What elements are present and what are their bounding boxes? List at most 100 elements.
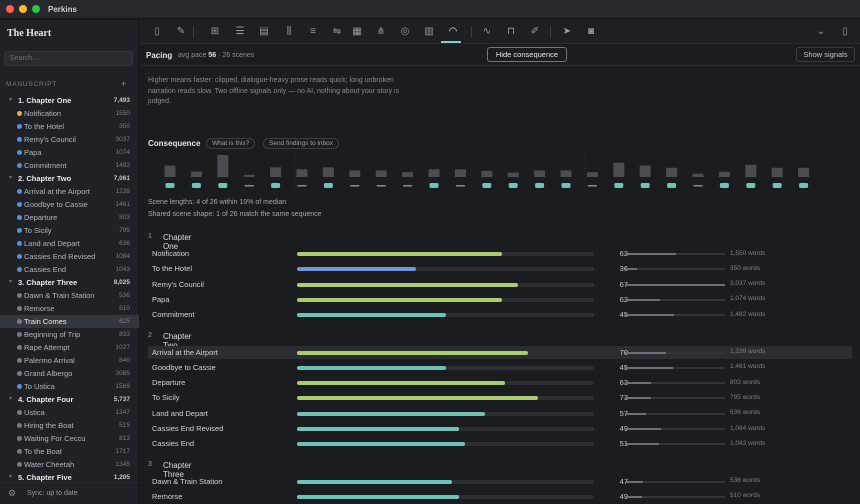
what-is-this-button[interactable]: What is this? [206, 138, 256, 149]
library-icon[interactable]: ⫼ [286, 26, 292, 37]
shape-match-marker[interactable] [271, 183, 281, 188]
scene-item[interactable]: Rape Attempt 1027 [0, 341, 139, 354]
chapter-item[interactable]: ▾ 4. Chapter Four 5,737 [0, 393, 139, 406]
scene-item[interactable]: Waiting For Ceccu 813 [0, 432, 139, 445]
scene-row[interactable]: To Sicily 73 795 words [148, 391, 852, 404]
scene-row[interactable]: Remy's Council 67 3,037 words [148, 278, 852, 291]
shape-match-marker[interactable] [165, 183, 175, 188]
shape-match-marker[interactable] [667, 183, 677, 188]
scene-row[interactable]: Cassies End 51 1,043 words [148, 437, 852, 450]
shape-match-marker[interactable] [561, 183, 571, 188]
scene-row[interactable]: Remorse 49 510 words [148, 490, 852, 503]
scene-item[interactable]: Beginning of Trip 833 [0, 328, 139, 341]
hierarchy-icon[interactable]: ⋔ [376, 26, 386, 37]
shape-match-marker[interactable] [772, 183, 782, 188]
scene-row[interactable]: Commitment 45 1,482 words [148, 308, 852, 321]
shape-match-marker[interactable] [191, 183, 201, 188]
scene-item[interactable]: Cassies End 1043 [0, 263, 139, 276]
chapter-item[interactable]: ▾ 1. Chapter One 7,493 [0, 94, 139, 107]
shape-miss-marker[interactable] [297, 185, 307, 187]
camera-icon[interactable]: ◙ [587, 26, 595, 37]
scene-item[interactable]: Notification 1550 [0, 107, 139, 120]
scene-item[interactable]: Goodbye to Cassie 1461 [0, 198, 139, 211]
scene-item[interactable]: Departure 803 [0, 211, 139, 224]
scene-item[interactable]: Remy's Council 3037 [0, 133, 139, 146]
outline-list-icon[interactable]: ☰ [235, 26, 245, 37]
scene-item[interactable]: Grand Albergo 2085 [0, 367, 139, 380]
inbox-icon[interactable]: ⊓ [507, 26, 515, 37]
shape-miss-marker[interactable] [693, 185, 703, 187]
chapter-item[interactable]: ▾ 5. Chapter Five 1,205 [0, 471, 139, 484]
shape-match-marker[interactable] [719, 183, 729, 188]
shape-match-marker[interactable] [508, 183, 518, 188]
sidebar-toggle-icon[interactable]: ▯ [154, 26, 160, 37]
scene-item[interactable]: Commitment 1482 [0, 159, 139, 172]
scene-item[interactable]: Remorse 510 [0, 302, 139, 315]
scene-item[interactable]: Cassies End Revised 1084 [0, 250, 139, 263]
hide-consequence-button[interactable]: Hide consequence [487, 47, 567, 62]
balance-icon[interactable]: ⇋ [332, 26, 342, 37]
scene-item[interactable]: To Sicily 795 [0, 224, 139, 237]
send-findings-button[interactable]: Send findings to inbox [263, 138, 339, 149]
target-icon[interactable]: ◎ [400, 26, 410, 37]
shape-match-marker[interactable] [746, 183, 756, 188]
scene-item[interactable]: Train Comes 625 [0, 315, 139, 328]
scene-row[interactable]: Notification 62 1,550 words [148, 247, 852, 260]
sidebar-search-input[interactable]: Search… [4, 51, 133, 66]
zoom-window-button[interactable] [32, 5, 40, 13]
panel-right-icon[interactable]: ▯ [842, 26, 848, 37]
shape-miss-marker[interactable] [350, 185, 360, 187]
send-icon[interactable]: ➤ [562, 26, 572, 37]
scene-item[interactable]: Dawn & Train Station 536 [0, 289, 139, 302]
scene-row[interactable]: Arrival at the Airport 70 1,239 words [148, 345, 852, 359]
shape-match-marker[interactable] [482, 183, 492, 188]
scene-item[interactable]: Palermo Arrival 840 [0, 354, 139, 367]
chevron-down-icon[interactable]: ▾ [9, 97, 13, 103]
feather-icon[interactable]: ✐ [530, 26, 540, 37]
scene-row[interactable]: Papa 62 1,074 words [148, 293, 852, 306]
scene-item[interactable]: To the Hotel 350 [0, 120, 139, 133]
shape-match-marker[interactable] [429, 183, 439, 188]
shape-match-marker[interactable] [323, 183, 333, 188]
scene-item[interactable]: Water Cheetah 1345 [0, 458, 139, 471]
scene-item[interactable]: To the Boat 1717 [0, 445, 139, 458]
scene-row[interactable]: Goodbye to Cassie 45 1,461 words [148, 361, 852, 374]
show-signals-button[interactable]: Show signals [796, 47, 855, 62]
close-window-button[interactable] [6, 5, 14, 13]
shape-match-marker[interactable] [218, 183, 228, 188]
scene-row[interactable]: Land and Depart 57 636 words [148, 407, 852, 420]
chapter-item[interactable]: ▾ 2. Chapter Two 7,061 [0, 172, 139, 185]
shape-miss-marker[interactable] [455, 185, 465, 187]
shape-miss-marker[interactable] [376, 185, 386, 187]
chevron-down-icon[interactable]: ▾ [9, 396, 13, 402]
shape-miss-marker[interactable] [587, 185, 597, 187]
scene-item[interactable]: Ustica 1347 [0, 406, 139, 419]
pacing-gauge-icon[interactable]: ◠ [448, 26, 458, 37]
scene-row[interactable]: Dawn & Train Station 47 536 words [148, 475, 852, 488]
chevron-down-icon[interactable]: ▾ [9, 175, 13, 181]
scene-row[interactable]: Cassies End Revised 49 1,084 words [148, 422, 852, 435]
scene-row[interactable]: To the Hotel 36 350 words [148, 262, 852, 275]
chevron-down-icon[interactable]: ⌄ [816, 26, 826, 37]
grid-icon[interactable]: ⊞ [210, 26, 220, 37]
scene-item[interactable]: Land and Depart 636 [0, 237, 139, 250]
shape-match-marker[interactable] [535, 183, 545, 188]
shape-match-marker[interactable] [640, 183, 650, 188]
bar-chart-icon[interactable]: ▥ [424, 26, 434, 37]
scene-item[interactable]: To Ustica 1569 [0, 380, 139, 393]
scene-item[interactable]: Arrival at the Airport 1239 [0, 185, 139, 198]
pen-icon[interactable]: ✎ [176, 26, 186, 37]
pulse-icon[interactable]: ∿ [482, 26, 492, 37]
scene-item[interactable]: Papa 1074 [0, 146, 139, 159]
scene-row[interactable]: Departure 63 803 words [148, 376, 852, 389]
align-icon[interactable]: ≡ [310, 26, 316, 37]
shape-miss-marker[interactable] [403, 185, 413, 187]
document-icon[interactable]: ▤ [259, 26, 269, 37]
chevron-down-icon[interactable]: ▾ [9, 474, 13, 480]
shape-miss-marker[interactable] [244, 185, 254, 187]
scene-item[interactable]: Hiring the Boat 515 [0, 419, 139, 432]
table-icon[interactable]: ▦ [352, 26, 362, 37]
chevron-down-icon[interactable]: ▾ [9, 279, 13, 285]
add-item-button[interactable]: + [121, 79, 127, 89]
chapter-item[interactable]: ▾ 3. Chapter Three 8,025 [0, 276, 139, 289]
